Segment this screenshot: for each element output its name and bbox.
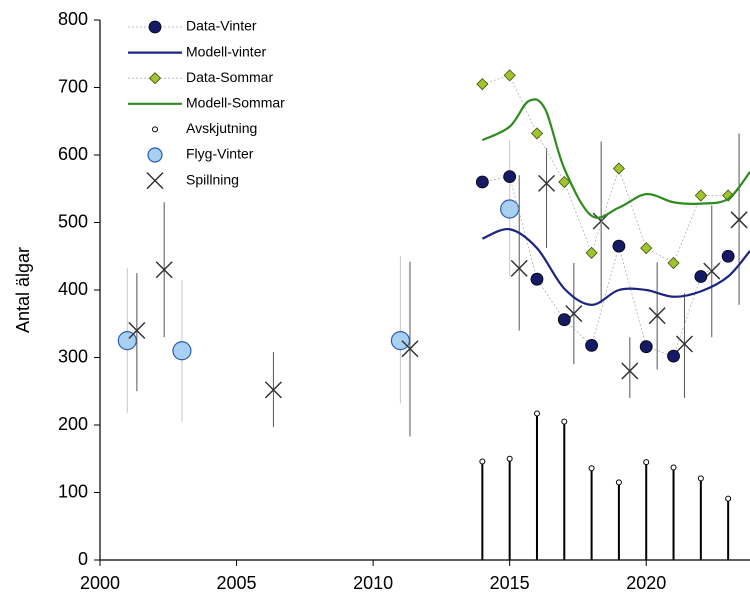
legend-label: Modell-Sommar	[186, 95, 285, 111]
point	[612, 239, 626, 253]
point	[172, 341, 192, 361]
point	[538, 174, 556, 192]
y-tick-label: 0	[78, 549, 88, 569]
legend-item: Modell-vinter	[128, 43, 266, 59]
point	[588, 465, 595, 472]
legend-swatch	[148, 20, 162, 34]
point	[506, 455, 513, 462]
y-tick-label: 800	[58, 9, 88, 29]
point	[558, 175, 571, 189]
point	[721, 249, 735, 263]
point	[585, 338, 598, 352]
point	[533, 410, 540, 417]
legend-label: Modell-vinter	[186, 43, 266, 59]
y-tick-label: 400	[58, 279, 88, 299]
point	[530, 272, 544, 286]
legend-swatch	[146, 172, 164, 190]
legend-item: Spillning	[146, 171, 239, 190]
point	[730, 211, 748, 229]
point	[640, 242, 653, 255]
legend-swatch	[148, 72, 162, 85]
point	[128, 321, 146, 340]
model-line	[481, 228, 750, 306]
point	[475, 175, 489, 189]
point	[722, 189, 735, 202]
point	[670, 464, 677, 471]
x-tick-label: 2020	[626, 573, 666, 593]
point	[476, 78, 489, 91]
point	[585, 246, 598, 259]
legend-item: Avskjutning	[152, 120, 257, 136]
y-axis-label: Antal älgar	[13, 247, 33, 333]
point	[643, 459, 650, 466]
y-tick-label: 200	[58, 414, 88, 434]
x-tick-label: 2000	[80, 573, 120, 593]
point	[621, 362, 639, 380]
point	[697, 475, 704, 482]
point	[401, 340, 419, 358]
point	[667, 349, 680, 363]
plot	[117, 69, 750, 560]
connector	[482, 74, 729, 264]
point	[264, 381, 282, 399]
point	[503, 170, 517, 184]
legend-label: Data-Vinter	[186, 18, 257, 34]
legend-label: Spillning	[186, 171, 239, 187]
point	[639, 340, 653, 354]
point	[500, 199, 520, 219]
y-tick-label: 100	[58, 481, 88, 501]
legend-swatch	[147, 147, 163, 163]
point	[667, 256, 680, 270]
point	[561, 418, 568, 425]
y-tick-label: 600	[58, 144, 88, 164]
legend-item: Data-Sommar	[128, 69, 273, 85]
x-tick-label: 2015	[490, 573, 530, 593]
point	[675, 335, 693, 353]
point	[479, 458, 486, 465]
legend-item: Data-Vinter	[128, 18, 257, 34]
legend-label: Avskjutning	[186, 120, 257, 136]
connector	[482, 176, 729, 357]
point	[725, 495, 732, 502]
point	[530, 127, 544, 140]
point	[612, 162, 625, 175]
model-line	[481, 98, 750, 219]
point	[503, 69, 516, 82]
legend-item: Flyg-Vinter	[147, 146, 254, 163]
y-tick-label: 700	[58, 76, 88, 96]
legend-label: Flyg-Vinter	[186, 146, 254, 162]
y-tick-label: 500	[58, 211, 88, 231]
point	[155, 261, 173, 279]
x-tick-label: 2005	[217, 573, 257, 593]
y-tick-label: 300	[58, 346, 88, 366]
point	[510, 259, 528, 277]
point	[694, 189, 707, 202]
point	[648, 307, 666, 325]
legend-item: Modell-Sommar	[128, 95, 285, 111]
point	[557, 313, 571, 327]
point	[615, 479, 622, 486]
point	[694, 270, 708, 283]
x-tick-label: 2010	[353, 573, 393, 593]
legend-label: Data-Sommar	[186, 69, 273, 85]
point	[390, 331, 411, 351]
legend-swatch	[152, 126, 158, 133]
